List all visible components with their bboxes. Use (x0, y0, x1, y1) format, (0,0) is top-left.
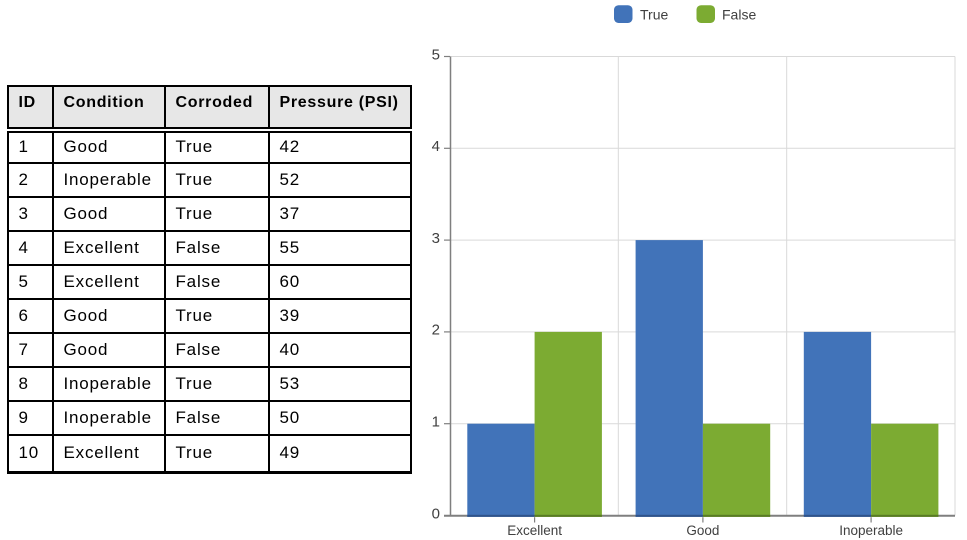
svg-text:True: True (640, 7, 668, 23)
svg-text:0: 0 (432, 505, 440, 522)
svg-text:4: 4 (432, 138, 440, 155)
svg-text:5: 5 (432, 46, 440, 63)
svg-text:Excellent: Excellent (507, 523, 562, 538)
svg-text:Inoperable: Inoperable (839, 523, 903, 538)
svg-text:3: 3 (432, 230, 440, 247)
svg-text:False: False (722, 7, 756, 23)
svg-text:1: 1 (432, 414, 440, 431)
svg-text:2: 2 (432, 322, 440, 339)
svg-text:Good: Good (686, 523, 719, 538)
